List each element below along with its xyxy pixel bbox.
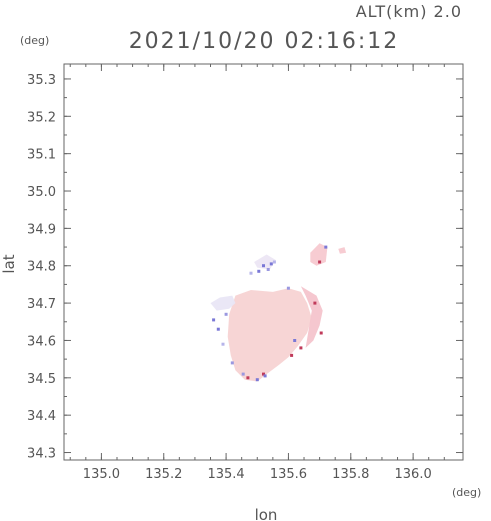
echo-region-west-fringe xyxy=(210,295,236,311)
y-tick-label: 34.5 xyxy=(27,372,56,387)
x-tick-label: 135.4 xyxy=(207,467,244,482)
echo-speck xyxy=(266,268,270,271)
echo-speck xyxy=(269,262,273,266)
echo-speck xyxy=(319,331,323,335)
x-tick-label: 135.8 xyxy=(332,467,369,482)
x-unit-label: (deg) xyxy=(452,486,481,499)
x-axis-label: lon xyxy=(255,506,278,521)
plot-frame xyxy=(63,63,464,461)
echo-speck xyxy=(216,327,220,331)
echo-layer xyxy=(210,243,347,382)
y-tick-label: 34.9 xyxy=(27,222,56,237)
y-unit-label: (deg) xyxy=(20,34,49,47)
echo-speck xyxy=(262,372,265,376)
echo-speck xyxy=(318,260,322,264)
echo-speck xyxy=(241,372,245,376)
echo-speck xyxy=(313,301,317,305)
echo-region-north-fringe xyxy=(254,254,276,270)
echo-speck xyxy=(262,264,265,268)
x-tick-label: 135.2 xyxy=(145,467,182,482)
echo-speck xyxy=(221,342,225,346)
echo-speck xyxy=(224,312,228,316)
y-tick-label: 34.3 xyxy=(27,447,56,462)
y-tick-label: 35.1 xyxy=(27,148,56,163)
y-tick-label: 35.3 xyxy=(27,73,56,88)
echo-region-east-rim xyxy=(300,286,323,348)
timestamp-title: 2021/10/20 02:16:12 xyxy=(129,29,400,54)
y-tick-label: 35.2 xyxy=(27,110,56,125)
echo-speck xyxy=(246,376,250,380)
echo-speck xyxy=(272,260,276,264)
echo-region-north-east-speck xyxy=(338,247,347,254)
echo-speck xyxy=(324,245,328,249)
echo-speck xyxy=(290,353,294,357)
x-tick-label: 135.0 xyxy=(83,467,120,482)
y-tick-label: 34.4 xyxy=(27,409,56,424)
echo-speck xyxy=(263,374,267,378)
echo-region-north-east-cell xyxy=(310,243,328,266)
axis-ticks: 135.0 135.2 135.4 135.6 135.8 136.0 34.3 34.4 34… xyxy=(27,64,463,482)
echo-speck xyxy=(255,378,259,382)
echo-speck xyxy=(299,346,303,350)
y-tick-label: 35.0 xyxy=(27,185,56,200)
echo-speck xyxy=(212,318,216,322)
echo-speck xyxy=(257,269,261,273)
echo-region-main-cell xyxy=(227,288,312,382)
y-axis-label: lat xyxy=(0,254,18,273)
y-tick-label: 34.6 xyxy=(27,334,56,349)
echo-speck xyxy=(230,361,234,365)
y-tick-label: 34.7 xyxy=(27,297,56,312)
x-tick-label: 135.6 xyxy=(270,467,307,482)
x-tick-label: 136.0 xyxy=(395,467,432,482)
y-tick-label: 34.8 xyxy=(27,260,56,275)
echo-speck xyxy=(293,339,297,342)
altitude-label: ALT(km) 2.0 xyxy=(356,2,462,21)
echo-speck xyxy=(249,271,253,275)
echo-speck xyxy=(286,286,290,290)
